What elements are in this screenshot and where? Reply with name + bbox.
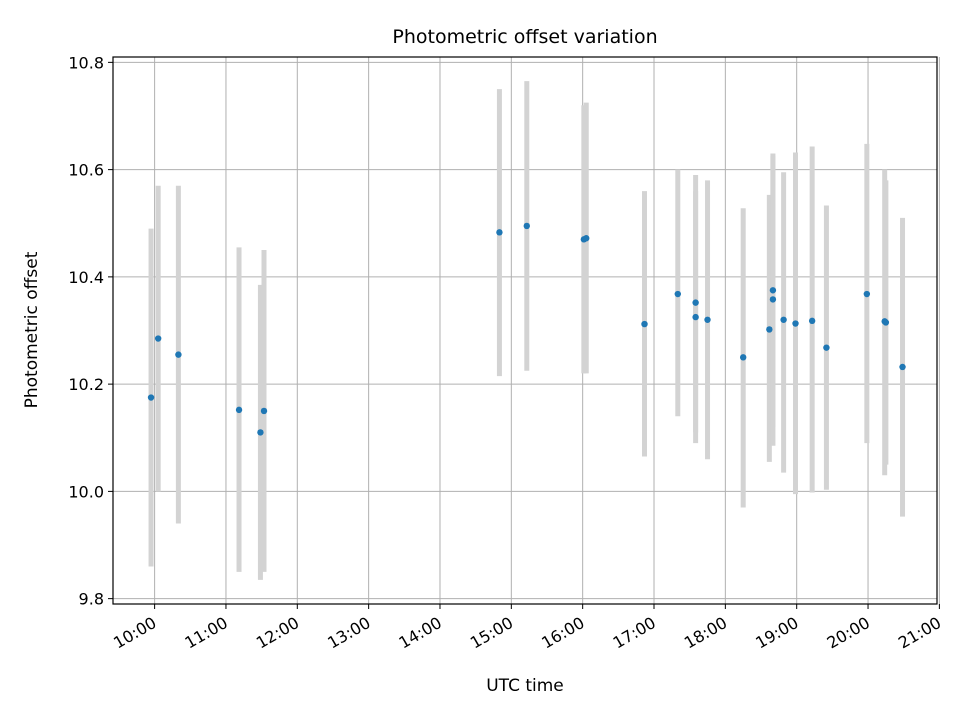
data-points xyxy=(147,222,906,436)
data-point xyxy=(823,344,830,351)
data-point xyxy=(766,326,773,333)
data-point xyxy=(808,317,816,325)
y-axis-ticks: 9.8 10.0 10.2 10.4 10.6 10.8 xyxy=(68,53,113,609)
y-tick-label: 10.0 xyxy=(68,482,104,501)
data-point xyxy=(175,351,182,358)
y-axis-label: Photometric offset xyxy=(22,251,42,408)
y-tick-label: 10.2 xyxy=(68,375,104,394)
data-point xyxy=(496,229,503,236)
plot-frame xyxy=(112,56,938,605)
data-point xyxy=(641,320,648,328)
data-point xyxy=(899,363,906,371)
data-point xyxy=(257,429,264,436)
x-axis-label: UTC time xyxy=(486,676,564,696)
data-point xyxy=(704,316,711,323)
data-point xyxy=(769,287,777,294)
data-point xyxy=(692,313,699,321)
data-point xyxy=(154,335,162,342)
chart-title: Photometric offset variation xyxy=(392,26,657,48)
data-point xyxy=(780,316,787,323)
data-point xyxy=(674,290,681,298)
y-tick-label: 9.8 xyxy=(79,590,104,609)
data-point xyxy=(739,354,747,361)
y-tick-label: 10.8 xyxy=(68,53,104,72)
y-tick-label: 10.6 xyxy=(68,161,104,180)
y-tick-label: 10.4 xyxy=(68,268,104,287)
data-point xyxy=(769,296,777,303)
data-point xyxy=(583,235,590,242)
data-point xyxy=(235,406,243,414)
data-point xyxy=(882,319,890,326)
data-point xyxy=(792,320,799,327)
data-point xyxy=(863,290,871,298)
data-point xyxy=(523,222,530,230)
data-point xyxy=(147,394,155,401)
data-point xyxy=(260,407,268,415)
data-point xyxy=(692,299,699,306)
